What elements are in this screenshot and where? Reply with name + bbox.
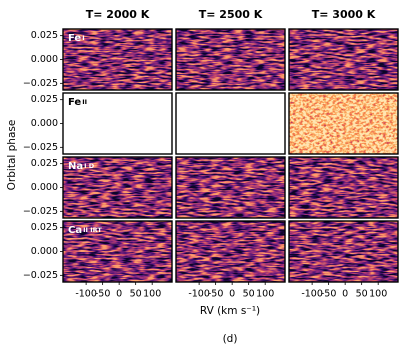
panel-frame xyxy=(175,220,286,283)
heatmap-panel xyxy=(176,221,285,282)
element-name: Na xyxy=(68,161,83,172)
heatmap-panel xyxy=(289,221,398,282)
x-tick-label: 100 xyxy=(143,289,161,300)
x-tick-label: -50 xyxy=(208,289,224,300)
y-tick-label: 0.025 xyxy=(31,222,58,233)
heatmap-panel xyxy=(63,221,172,282)
y-tick-label: 0.025 xyxy=(31,30,58,41)
caption: (d) xyxy=(223,333,238,345)
element-name: Fe xyxy=(68,97,81,108)
x-tick-label: 50 xyxy=(356,289,368,300)
y-tick-label: 0.000 xyxy=(31,118,58,129)
panel-frame xyxy=(288,92,399,155)
heatmap-panel xyxy=(63,29,172,90)
column-title: T= 2500 K xyxy=(199,8,263,21)
panel-frame xyxy=(288,220,399,283)
heatmap-panel xyxy=(289,93,398,154)
ion-stage: I D xyxy=(84,162,95,170)
x-tick-label: -50 xyxy=(95,289,111,300)
x-tick-label: 0 xyxy=(229,289,235,300)
ion-stage: I xyxy=(82,34,84,42)
empty-panel xyxy=(63,93,172,154)
x-tick-label: -50 xyxy=(321,289,337,300)
x-tick-label: -100 xyxy=(75,289,97,300)
heatmap-panel xyxy=(289,157,398,218)
x-tick-label: 50 xyxy=(130,289,142,300)
empty-panel xyxy=(176,93,285,154)
y-axis-label: Orbital phase xyxy=(6,120,18,191)
element-name: Ca xyxy=(68,225,82,236)
panel-frame xyxy=(175,156,286,219)
row-label: FeII xyxy=(68,97,87,108)
ion-stage: II IRT xyxy=(83,226,102,234)
y-tick-label: 0.025 xyxy=(31,94,58,105)
x-axis-label: RV (km s⁻¹) xyxy=(200,305,260,317)
column-title: T= 3000 K xyxy=(312,8,376,21)
y-tick-label: −0.025 xyxy=(23,206,58,217)
heatmap-panel xyxy=(63,157,172,218)
row-label: FeI xyxy=(68,33,85,44)
ion-stage: II xyxy=(82,98,87,106)
heatmap-panel xyxy=(289,29,398,90)
element-name: Fe xyxy=(68,33,81,44)
x-tick-label: 0 xyxy=(116,289,122,300)
panel-frame xyxy=(175,28,286,91)
x-tick-label: -100 xyxy=(188,289,210,300)
y-tick-label: 0.000 xyxy=(31,182,58,193)
row-label: NaI D xyxy=(68,161,95,172)
y-tick-label: 0.000 xyxy=(31,54,58,65)
y-tick-label: 0.000 xyxy=(31,246,58,257)
heatmap-panel xyxy=(176,157,285,218)
heatmap-panel xyxy=(176,29,285,90)
x-tick-label: 0 xyxy=(342,289,348,300)
panel-frame xyxy=(175,92,286,155)
panel-frame xyxy=(288,28,399,91)
y-tick-label: −0.025 xyxy=(23,142,58,153)
panel-frame xyxy=(288,156,399,219)
y-tick-label: −0.025 xyxy=(23,78,58,89)
y-tick-label: 0.025 xyxy=(31,158,58,169)
x-tick-label: 100 xyxy=(369,289,387,300)
x-tick-label: -100 xyxy=(301,289,323,300)
row-label: CaII IRT xyxy=(68,225,102,236)
y-tick-label: −0.025 xyxy=(23,270,58,281)
x-tick-label: 100 xyxy=(256,289,274,300)
x-tick-label: 50 xyxy=(243,289,255,300)
column-title: T= 2000 K xyxy=(86,8,150,21)
